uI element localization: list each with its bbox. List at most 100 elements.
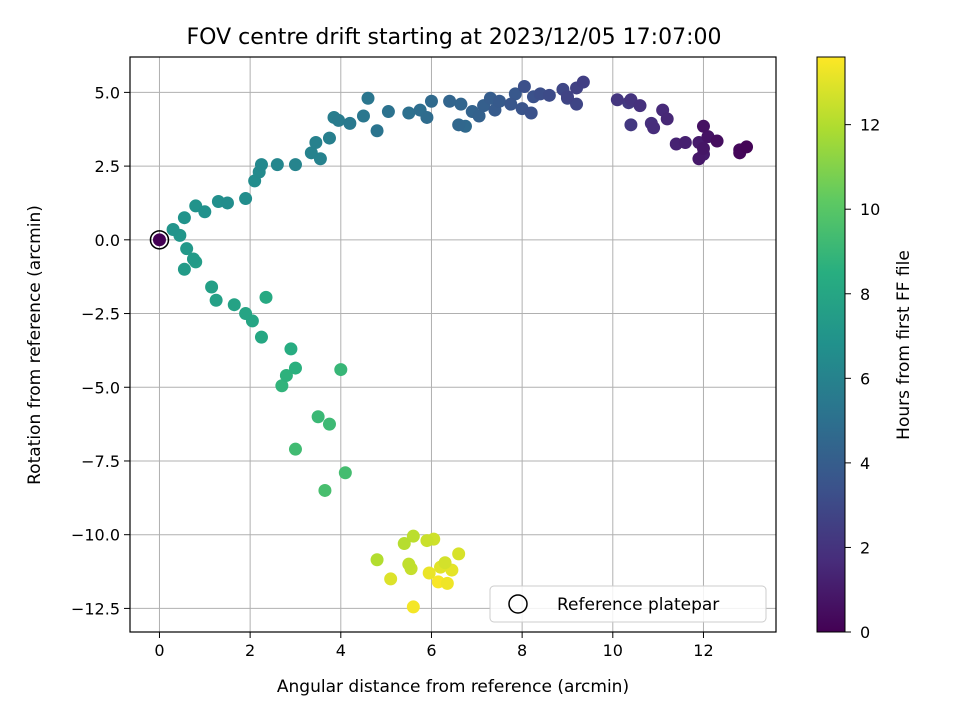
- data-point: [660, 112, 674, 126]
- y-tick-label: −10.0: [71, 526, 120, 545]
- data-point: [570, 97, 584, 111]
- x-tick-label: 10: [603, 641, 623, 660]
- data-point: [309, 136, 323, 150]
- data-point: [384, 572, 398, 586]
- data-point: [227, 298, 241, 312]
- y-tick-label: −5.0: [81, 378, 120, 397]
- y-axis-ticks: 5.0 2.5 0.0 −2.5 −5.0 −7.5 −10.0 −12.5: [71, 83, 130, 618]
- reference-point-fill: [152, 233, 166, 247]
- x-tick-label: 2: [245, 641, 255, 660]
- chart-title: FOV centre drift starting at 2023/12/05 …: [187, 25, 722, 50]
- data-point: [361, 91, 375, 105]
- legend: Reference platepar: [489, 585, 767, 623]
- data-point: [209, 293, 223, 307]
- data-point: [422, 566, 436, 580]
- data-point: [318, 483, 332, 497]
- reference-layer: [149, 230, 170, 250]
- y-tick-label: 2.5: [95, 157, 120, 176]
- data-point: [633, 99, 647, 113]
- data-point: [406, 600, 420, 614]
- x-axis-label: Angular distance from reference (arcmin): [277, 677, 629, 697]
- data-point: [343, 116, 357, 130]
- reference-point-marker: [149, 230, 170, 250]
- x-tick-label: 8: [517, 641, 527, 660]
- data-point: [710, 134, 724, 148]
- data-point: [322, 417, 336, 431]
- data-point: [696, 141, 710, 155]
- data-point: [288, 442, 302, 456]
- x-tick-label: 6: [426, 641, 436, 660]
- data-point: [452, 547, 466, 561]
- data-point: [397, 537, 411, 551]
- data-point: [220, 196, 234, 210]
- colorbar: 0 2 4 6 8 10 12 Hours from first FF file: [816, 56, 914, 642]
- data-point: [402, 106, 416, 120]
- y-axis-label: Rotation from reference (arcmin): [25, 205, 45, 485]
- colorbar-tick-label: 2: [860, 538, 870, 557]
- data-point: [332, 113, 346, 127]
- colorbar-ticks: 0 2 4 6 8 10 12: [845, 116, 880, 642]
- data-point: [270, 158, 284, 172]
- data-point: [186, 252, 200, 266]
- data-point: [420, 110, 434, 124]
- data-point: [177, 211, 191, 225]
- y-tick-label: −12.5: [71, 599, 120, 618]
- data-point: [452, 118, 466, 132]
- data-point: [275, 379, 289, 393]
- data-point: [492, 94, 506, 108]
- data-point: [424, 94, 438, 108]
- colorbar-tick-label: 6: [860, 369, 870, 388]
- x-tick-label: 0: [154, 641, 164, 660]
- y-tick-label: −2.5: [81, 305, 120, 324]
- data-point: [177, 262, 191, 276]
- data-point: [180, 242, 194, 256]
- data-point: [239, 307, 253, 321]
- data-point: [647, 121, 661, 135]
- y-tick-label: −7.5: [81, 452, 120, 471]
- data-point: [692, 152, 706, 166]
- data-point: [334, 363, 348, 377]
- data-point: [311, 410, 325, 424]
- data-point: [560, 90, 574, 104]
- legend-entry-reference: Reference platepar: [557, 595, 719, 615]
- data-point: [696, 119, 710, 133]
- legend-reference-marker: [508, 594, 528, 614]
- grid-layer: [130, 57, 776, 632]
- data-point: [205, 280, 219, 294]
- colorbar-tick-label: 4: [860, 454, 870, 473]
- data-point: [254, 158, 268, 172]
- data-point: [576, 75, 590, 89]
- data-point: [406, 529, 420, 543]
- data-point: [288, 158, 302, 172]
- data-point: [370, 124, 384, 138]
- data-point: [443, 94, 457, 108]
- data-point: [370, 553, 384, 567]
- data-point: [381, 105, 395, 119]
- colorbar-tick-label: 8: [860, 285, 870, 304]
- data-point: [288, 361, 302, 375]
- data-point: [517, 79, 531, 93]
- data-point: [740, 140, 754, 154]
- data-point: [678, 136, 692, 150]
- data-point: [239, 192, 253, 206]
- colorbar-tick-label: 10: [860, 200, 880, 219]
- data-point: [304, 146, 318, 160]
- x-axis-ticks: 0 2 4 6 8 10 12: [154, 632, 714, 660]
- data-point: [504, 97, 518, 111]
- data-point: [524, 106, 538, 120]
- data-point: [472, 109, 486, 123]
- data-point: [420, 534, 434, 548]
- x-tick-label: 12: [693, 641, 713, 660]
- data-point: [284, 342, 298, 356]
- data-point: [338, 466, 352, 480]
- plot-frame: [129, 56, 777, 633]
- colorbar-label: Hours from first FF file: [894, 250, 914, 440]
- plot-area: 0 2 4 6 8 10 12 5.0 2.5 0.0 −2.5 −5.0 −7.5 −10.0 −12.…: [71, 56, 777, 660]
- legend-box: [489, 585, 767, 623]
- y-tick-label: 5.0: [95, 83, 120, 102]
- points-layer: [166, 75, 754, 614]
- data-point: [508, 87, 522, 101]
- data-point: [356, 109, 370, 123]
- data-point: [454, 97, 468, 111]
